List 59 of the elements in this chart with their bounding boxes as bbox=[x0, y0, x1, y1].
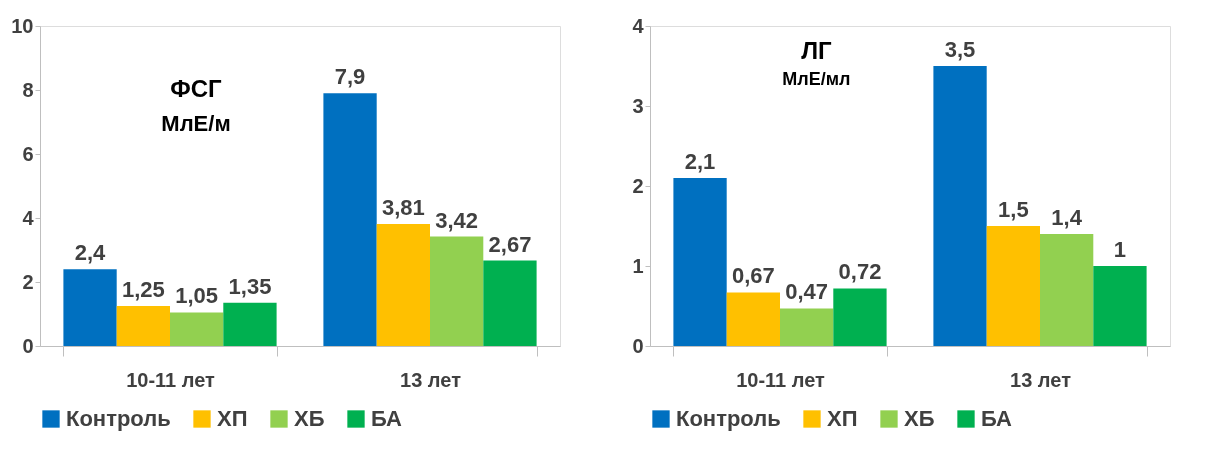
data-label: 1,35 bbox=[228, 273, 272, 299]
data-label: 0,67 bbox=[731, 263, 775, 289]
y-tick-label: 4 bbox=[632, 14, 645, 37]
x-tick-label: 13 лет bbox=[400, 368, 462, 391]
y-tick-label: 2 bbox=[632, 174, 644, 197]
y-tick-label: 6 bbox=[22, 142, 34, 165]
x-tick-label: 13 лет bbox=[1010, 368, 1072, 391]
bar bbox=[223, 302, 277, 346]
y-tick-label: 2 bbox=[22, 270, 34, 293]
legend-label: Контроль bbox=[66, 406, 171, 431]
data-label: 1,25 bbox=[121, 277, 165, 302]
x-tick-label: 10-11 лет bbox=[126, 368, 216, 391]
data-label: 3,5 bbox=[944, 37, 976, 62]
bar bbox=[430, 236, 484, 346]
y-tick-label: 3 bbox=[632, 94, 644, 117]
data-label: 0,72 bbox=[838, 259, 882, 285]
y-tick-label: 8 bbox=[22, 78, 34, 101]
text: ФСГ bbox=[170, 75, 223, 102]
bar bbox=[780, 308, 834, 346]
legend-label: БА bbox=[981, 406, 1012, 431]
legend-label: ХБ bbox=[904, 406, 935, 431]
bar bbox=[933, 66, 987, 346]
data-label: 2,4 bbox=[74, 240, 107, 266]
bar bbox=[376, 224, 430, 346]
y-tick-label: 0 bbox=[632, 334, 644, 357]
bar bbox=[1093, 266, 1147, 346]
text: МлЕ/мл bbox=[782, 68, 851, 89]
data-label: 0,47 bbox=[785, 279, 829, 305]
legend-label: ХП bbox=[217, 406, 248, 431]
data-label: 1 bbox=[1113, 237, 1127, 262]
bar bbox=[833, 288, 887, 346]
data-label: 3,42 bbox=[435, 207, 479, 233]
y-tick-label: 10 bbox=[11, 14, 34, 37]
bar bbox=[673, 178, 727, 346]
bar bbox=[323, 93, 377, 346]
data-label: 2,67 bbox=[488, 231, 532, 257]
data-label: 1,05 bbox=[175, 283, 219, 309]
data-label: 1,4 bbox=[1051, 205, 1083, 230]
legend-label: БА bbox=[371, 406, 402, 431]
data-label: 2,1 bbox=[684, 149, 716, 174]
y-tick-label: 4 bbox=[22, 206, 35, 229]
bar bbox=[726, 292, 780, 346]
y-tick-label: 1 bbox=[632, 254, 644, 277]
bar bbox=[170, 312, 224, 346]
data-label: 3,81 bbox=[381, 195, 425, 221]
bar bbox=[483, 260, 537, 346]
chart-title: ЛГ bbox=[801, 36, 833, 64]
x-tick-label: 10-11 лет bbox=[736, 368, 826, 391]
data-label: 7,9 bbox=[334, 64, 366, 90]
text: МлЕ/м bbox=[161, 111, 231, 136]
y-tick-label: 0 bbox=[22, 334, 34, 357]
data-label: 1,5 bbox=[998, 197, 1029, 222]
bar bbox=[986, 226, 1040, 346]
legend-label: Контроль bbox=[676, 406, 781, 431]
legend-label: ХП bbox=[827, 406, 858, 431]
bar bbox=[63, 269, 117, 346]
legend-label: ХБ bbox=[294, 406, 325, 431]
bar bbox=[1040, 234, 1094, 346]
bar bbox=[116, 306, 170, 346]
